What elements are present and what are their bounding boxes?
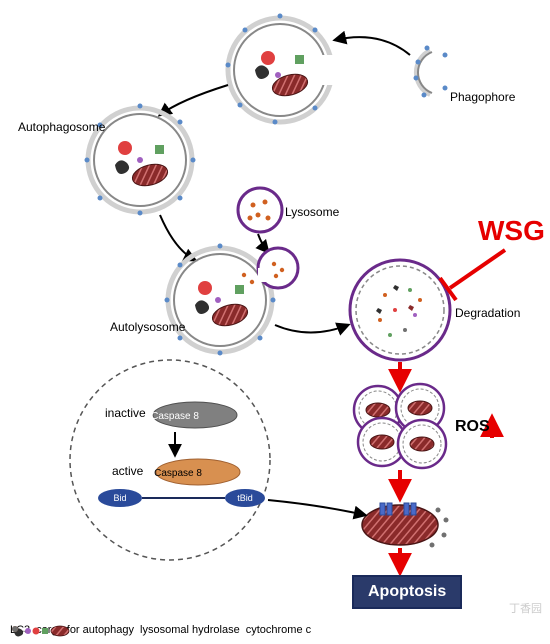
autolysosome-label: Autolysosome xyxy=(110,320,185,334)
legend-hydrolase: lysosomal hydrolase xyxy=(140,624,240,636)
arrow-to-degradation xyxy=(275,325,348,333)
autophagosome-label: Autophagosome xyxy=(18,120,105,134)
caspase8-inactive-text: Caspase 8 xyxy=(151,411,199,422)
wsg-inhibit xyxy=(440,250,505,300)
autophagosome-forming xyxy=(226,14,343,125)
autophagosome-cluster xyxy=(354,384,446,468)
wsg-label: WSG xyxy=(478,215,545,247)
active-label: active xyxy=(112,464,143,478)
phagophore-label: Phagophore xyxy=(450,90,515,104)
arrow-phago-to-auto xyxy=(335,37,410,55)
watermark: 丁香园 xyxy=(509,600,542,616)
legend-hydrolase-label: lysosomal hydrolase xyxy=(140,624,240,636)
legend-cargo: cargo for autophagy xyxy=(36,624,134,636)
apoptosis-box: Apoptosis xyxy=(352,575,462,609)
lysosome xyxy=(238,188,282,232)
arrow-tbid-mito xyxy=(268,500,365,515)
bid-text: Bid xyxy=(113,493,126,503)
mitochondrion xyxy=(356,503,449,548)
lysosome-label: Lysosome xyxy=(285,205,339,219)
tbid-text: tBid xyxy=(237,493,253,503)
legend: LC3 cargo for autophagy lysosomal hydrol… xyxy=(10,624,311,636)
legend-cytc: cytochrome c xyxy=(246,624,311,636)
caspase8-active-text: Caspase 8 xyxy=(154,468,202,479)
arrow-lyso-fuse xyxy=(258,234,268,252)
phagophore xyxy=(414,46,448,98)
autolysosome xyxy=(165,244,299,356)
inactive-label: inactive xyxy=(105,406,146,420)
legend-cytc-label: cytochrome c xyxy=(246,624,311,636)
arrow-auto-form xyxy=(160,85,228,115)
degradation-label: Degradation xyxy=(455,306,520,320)
arrow-to-autolyso xyxy=(160,215,195,260)
caspase-panel xyxy=(70,360,270,560)
ros-label: ROS xyxy=(455,418,490,436)
degradation-vesicle xyxy=(350,260,450,360)
